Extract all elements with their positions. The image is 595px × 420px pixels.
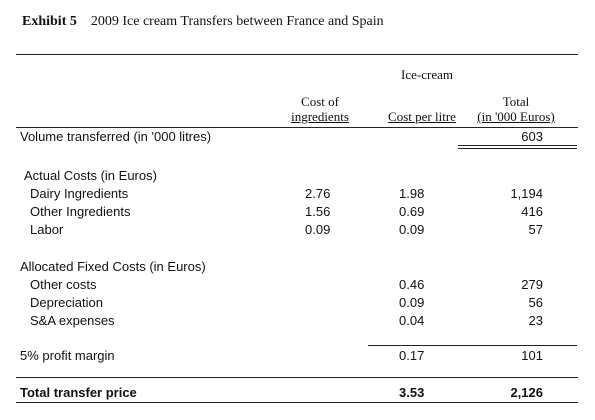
row-total: 1,194 (510, 186, 543, 201)
row-label: Dairy Ingredients (30, 186, 129, 201)
col-header-ingredients: Cost of ingredients (272, 94, 368, 124)
col-header-ingredients-line1: Cost of (301, 94, 339, 109)
profit-rule-per-litre (368, 345, 468, 346)
col-header-ingredients-line2: ingredients (291, 109, 349, 124)
table-row: Other costs 0.46 279 (0, 277, 595, 295)
table-row: Dairy Ingredients 2.76 1.98 1,194 (0, 186, 595, 204)
volume-total: 603 (521, 129, 543, 144)
bottom-rule (16, 402, 578, 403)
actual-costs-heading: Actual Costs (in Euros) (0, 168, 595, 186)
volume-row: Volume transferred (in '000 litres) 603 (0, 129, 595, 147)
row-total: 279 (521, 277, 543, 292)
row-total: 57 (528, 222, 543, 237)
table-row: Labor 0.09 0.09 57 (0, 222, 595, 240)
table-row: S&A expenses 0.04 23 (0, 313, 595, 331)
volume-double-rule-1 (458, 145, 577, 146)
row-ingredients: 0.09 (305, 222, 331, 237)
row-total: 56 (528, 295, 543, 310)
row-per-litre: 0.04 (399, 313, 425, 328)
row-per-litre: 1.98 (399, 186, 425, 201)
row-per-litre: 0.69 (399, 204, 425, 219)
col-header-total: Total (in '000 Euros) (468, 94, 564, 124)
profit-row: 5% profit margin 0.17 101 (0, 348, 595, 366)
transfer-price-row: Total transfer price 3.53 2,126 (0, 385, 595, 403)
profit-per-litre: 0.17 (399, 348, 425, 363)
table-row: Other Ingredients 1.56 0.69 416 (0, 204, 595, 222)
header-rule (16, 127, 578, 128)
actual-costs-heading-text: Actual Costs (in Euros) (24, 168, 157, 183)
row-per-litre: 0.09 (399, 295, 425, 310)
exhibit-label: Exhibit 5 (22, 14, 77, 29)
row-total: 416 (521, 204, 543, 219)
table-row: Depreciation 0.09 56 (0, 295, 595, 313)
total-rule (16, 377, 578, 378)
row-label: Depreciation (30, 295, 103, 310)
transfer-price-label: Total transfer price (20, 385, 137, 400)
row-label: Other costs (30, 277, 97, 292)
volume-label: Volume transferred (in '000 litres) (20, 129, 212, 144)
transfer-price-per-litre: 3.53 (399, 385, 425, 400)
allocated-costs-heading-text: Allocated Fixed Costs (in Euros) (20, 259, 206, 274)
row-ingredients: 1.56 (305, 204, 331, 219)
row-label: S&A expenses (30, 313, 115, 328)
exhibit-title: Exhibit 5 2009 Ice cream Transfers betwee… (22, 14, 384, 30)
profit-total: 101 (521, 348, 543, 363)
col-header-total-line1: Total (502, 94, 530, 109)
top-rule (16, 54, 578, 55)
volume-double-rule-2 (458, 148, 577, 149)
col-header-per-litre-label: Cost per litre (388, 109, 456, 124)
row-ingredients: 2.76 (305, 186, 331, 201)
row-per-litre: 0.09 (399, 222, 425, 237)
col-header-total-line2: (in '000 Euros) (477, 109, 555, 124)
row-per-litre: 0.46 (399, 277, 425, 292)
transfer-price-total: 2,126 (510, 385, 543, 400)
profit-label: 5% profit margin (20, 348, 115, 363)
col-header-per-litre: Cost per litre (370, 109, 474, 124)
profit-rule-total (458, 345, 577, 346)
group-header: Ice-cream (401, 67, 453, 82)
exhibit-heading: 2009 Ice cream Transfers between France … (90, 14, 384, 29)
row-label: Other Ingredients (30, 204, 131, 219)
allocated-costs-heading: Allocated Fixed Costs (in Euros) (0, 259, 595, 277)
row-total: 23 (528, 313, 543, 328)
row-label: Labor (30, 222, 64, 237)
